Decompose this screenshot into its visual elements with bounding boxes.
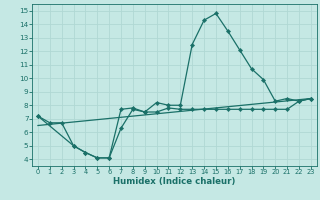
X-axis label: Humidex (Indice chaleur): Humidex (Indice chaleur) [113,177,236,186]
